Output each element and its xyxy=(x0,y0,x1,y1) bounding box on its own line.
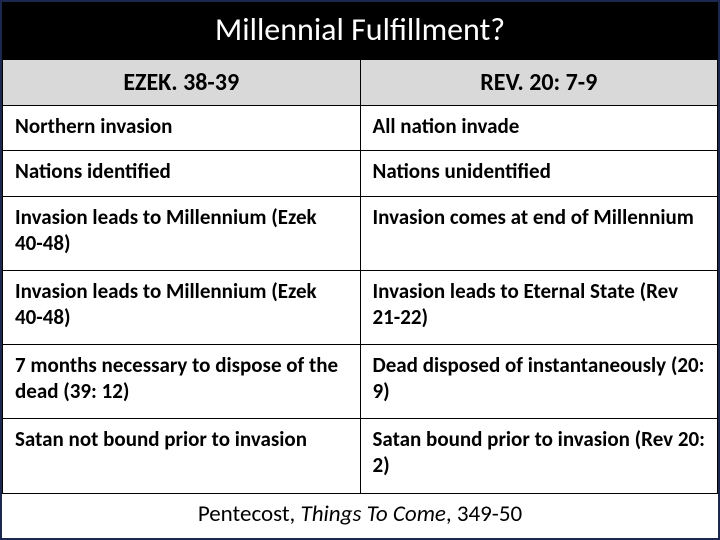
cell-right: Nations unidentified xyxy=(360,151,718,196)
cell-right: Invasion comes at end of Millennium xyxy=(360,196,718,270)
cell-left: 7 months necessary to dispose of the dea… xyxy=(3,345,361,419)
cell-left: Nations identified xyxy=(3,151,361,196)
cell-left: Northern invasion xyxy=(3,106,361,151)
table-row: Invasion leads to Millennium (Ezek 40-48… xyxy=(3,196,718,270)
cell-left: Invasion leads to Millennium (Ezek 40-48… xyxy=(3,196,361,270)
citation-pages: , 349-50 xyxy=(446,500,522,528)
cell-left: Invasion leads to Millennium (Ezek 40-48… xyxy=(3,271,361,345)
citation-row: Pentecost, Things To Come, 349-50 xyxy=(3,493,718,538)
comparison-table: EZEK. 38-39 REV. 20: 7-9 Northern invasi… xyxy=(2,59,718,538)
table-row: Satan not bound prior to invasion Satan … xyxy=(3,419,718,493)
cell-right: All nation invade xyxy=(360,106,718,151)
cell-right: Invasion leads to Eternal State (Rev 21-… xyxy=(360,271,718,345)
table-header-row: EZEK. 38-39 REV. 20: 7-9 xyxy=(3,60,718,106)
cell-left: Satan not bound prior to invasion xyxy=(3,419,361,493)
cell-right: Satan bound prior to invasion (Rev 20: 2… xyxy=(360,419,718,493)
citation-cell: Pentecost, Things To Come, 349-50 xyxy=(3,493,718,538)
table-row: Nations identified Nations unidentified xyxy=(3,151,718,196)
citation-work: Things To Come xyxy=(301,500,446,528)
table-row: Northern invasion All nation invade xyxy=(3,106,718,151)
citation-author: Pentecost, xyxy=(198,500,301,528)
table-row: 7 months necessary to dispose of the dea… xyxy=(3,345,718,419)
slide-title: Millennial Fulfillment? xyxy=(2,2,718,59)
cell-right: Dead disposed of instantaneously (20: 9) xyxy=(360,345,718,419)
header-right: REV. 20: 7-9 xyxy=(360,60,718,106)
table-row: Invasion leads to Millennium (Ezek 40-48… xyxy=(3,271,718,345)
header-left: EZEK. 38-39 xyxy=(3,60,361,106)
slide-container: Millennial Fulfillment? EZEK. 38-39 REV.… xyxy=(0,0,720,540)
